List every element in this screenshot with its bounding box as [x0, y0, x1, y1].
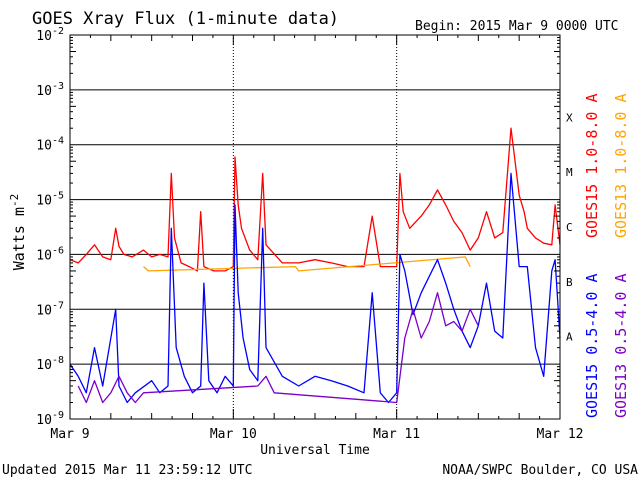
flare-class-labels: A B C M X	[566, 111, 573, 343]
y-tick-label: 10-8	[36, 355, 64, 373]
y-tick-label: 10-4	[36, 136, 64, 154]
flare-class-label: C	[566, 221, 573, 234]
x-tick-label: Mar 10	[210, 427, 257, 442]
y-tick-label: 10-5	[36, 191, 64, 209]
gridlines	[70, 34, 560, 420]
series-line-1	[143, 256, 471, 272]
x-tick-label: Mar 12	[537, 427, 584, 442]
y-tick-label: 10-7	[36, 300, 64, 318]
chart-title: GOES Xray Flux (1-minute data)	[32, 9, 339, 29]
flare-class-label: M	[566, 166, 573, 179]
updated-timestamp: Updated 2015 Mar 11 23:59:12 UTC	[2, 463, 252, 478]
x-tick-label: Mar 9	[50, 427, 89, 442]
x-axis-label: Universal Time	[260, 443, 370, 458]
x-tick-label: Mar 11	[373, 427, 420, 442]
credit-label: NOAA/SWPC Boulder, CO USA	[442, 463, 638, 478]
legend-entry: GOES15 0.5-4.0 A	[583, 274, 601, 419]
legend: GOES15 1.0-8.0 A GOES13 1.0-8.0 A GOES15 0…	[583, 94, 630, 419]
series-layer	[69, 127, 561, 404]
legend-entry: GOES13 0.5-4.0 A	[612, 274, 630, 419]
y-tick-label: 10-2	[36, 26, 64, 44]
series-line-3	[77, 292, 479, 404]
flare-class-label: B	[566, 276, 573, 289]
series-line-0	[69, 127, 561, 272]
flare-class-label: X	[566, 111, 573, 124]
y-axis-label-exp: -2	[8, 194, 21, 207]
x-ticks: Mar 9 Mar 10 Mar 11 Mar 12	[50, 35, 583, 442]
y-tick-label: 10-6	[36, 245, 64, 263]
legend-entry: GOES15 1.0-8.0 A	[583, 94, 601, 239]
series-line-2	[69, 172, 561, 404]
y-tick-label: 10-9	[36, 410, 64, 428]
legend-entry: GOES13 1.0-8.0 A	[612, 94, 630, 239]
begin-label: Begin: 2015 Mar 9 0000 UTC	[415, 19, 619, 34]
flare-class-label: A	[566, 331, 573, 344]
y-ticks: 10-9 10-8 10-7 10-6 10-5 10-4 10-3 10-2	[36, 26, 560, 428]
plot-frame	[69, 34, 561, 420]
y-tick-label: 10-3	[36, 81, 64, 99]
y-axis-label: Watts m-2	[8, 194, 28, 270]
y-axis-label-base: Watts m	[10, 207, 28, 270]
